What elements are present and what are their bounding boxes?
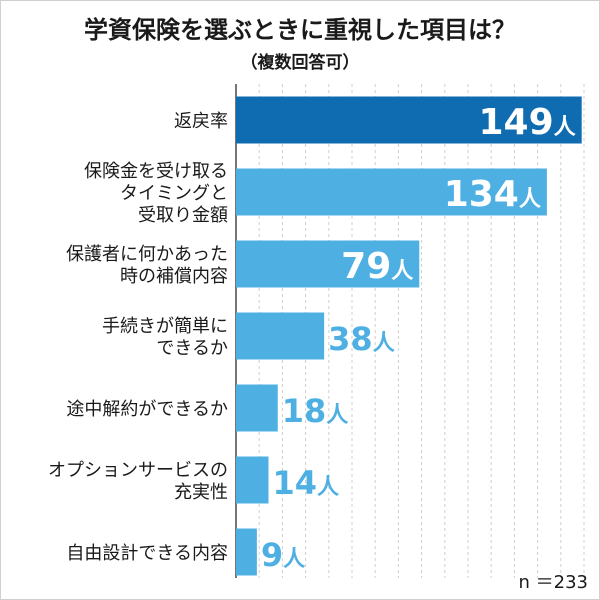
value-unit: 人 xyxy=(373,331,395,356)
category-label-line: タイミングと xyxy=(120,183,228,204)
value-label: 9人 xyxy=(261,536,305,574)
bar xyxy=(236,96,582,144)
category-label: 自由設計できる内容 xyxy=(66,543,228,564)
chart-subtitle: （複数回答可） xyxy=(241,52,360,73)
value-label: 18人 xyxy=(282,392,349,430)
category-label-line: 手続きが簡単に xyxy=(102,316,228,337)
category-label: オプションサービスの充実性 xyxy=(48,460,228,503)
value-unit: 人 xyxy=(326,403,348,428)
value-unit: 人 xyxy=(519,187,541,212)
category-label-line: 時の補償内容 xyxy=(120,266,228,287)
value-number: 134 xyxy=(444,174,519,215)
value-label: 149人 xyxy=(479,102,576,143)
value-number: 38 xyxy=(328,320,373,358)
category-label: 保護者に何かあった時の補償内容 xyxy=(66,244,228,287)
bar xyxy=(236,168,547,216)
category-label-line: できるか xyxy=(156,338,228,359)
category-label: 手続きが簡単にできるか xyxy=(102,316,228,359)
category-label-line: 保護者に何かあった xyxy=(66,244,228,265)
category-label-line: 途中解約ができるか xyxy=(66,399,228,420)
bar xyxy=(236,240,420,288)
category-label: 返戻率 xyxy=(174,111,228,132)
category-label: 保険金を受け取るタイミングと受取り金額 xyxy=(84,161,228,226)
value-unit: 人 xyxy=(554,115,576,140)
value-number: 149 xyxy=(479,102,554,143)
category-label-line: 保険金を受け取る xyxy=(84,161,228,182)
value-label: 79人 xyxy=(341,246,413,287)
category-label-line: 受取り金額 xyxy=(138,205,228,226)
bar xyxy=(236,384,278,432)
value-unit: 人 xyxy=(283,547,305,572)
category-labels: 返戻率保険金を受け取るタイミングと受取り金額保護者に何かあった時の補償内容手続き… xyxy=(48,111,228,564)
bar xyxy=(236,456,269,504)
value-unit: 人 xyxy=(317,475,339,500)
value-label: 38人 xyxy=(328,320,395,358)
bar xyxy=(236,528,257,576)
category-label-line: 返戻率 xyxy=(174,111,228,132)
value-number: 18 xyxy=(282,392,327,430)
value-unit: 人 xyxy=(391,259,413,284)
bars xyxy=(236,96,582,576)
value-number: 9 xyxy=(261,536,283,574)
bar xyxy=(236,312,325,360)
sample-size-note: n ＝233 xyxy=(519,572,589,593)
value-label: 14人 xyxy=(272,464,339,502)
category-label-line: オプションサービスの xyxy=(48,460,228,481)
chart-title: 学資保険を選ぶときに重視した項目は？ xyxy=(84,16,516,44)
category-label: 途中解約ができるか xyxy=(66,399,228,420)
category-label-line: 自由設計できる内容 xyxy=(66,543,228,564)
value-label: 134人 xyxy=(444,174,541,215)
category-label-line: 充実性 xyxy=(174,482,228,503)
value-number: 79 xyxy=(341,246,391,287)
value-number: 14 xyxy=(272,464,317,502)
